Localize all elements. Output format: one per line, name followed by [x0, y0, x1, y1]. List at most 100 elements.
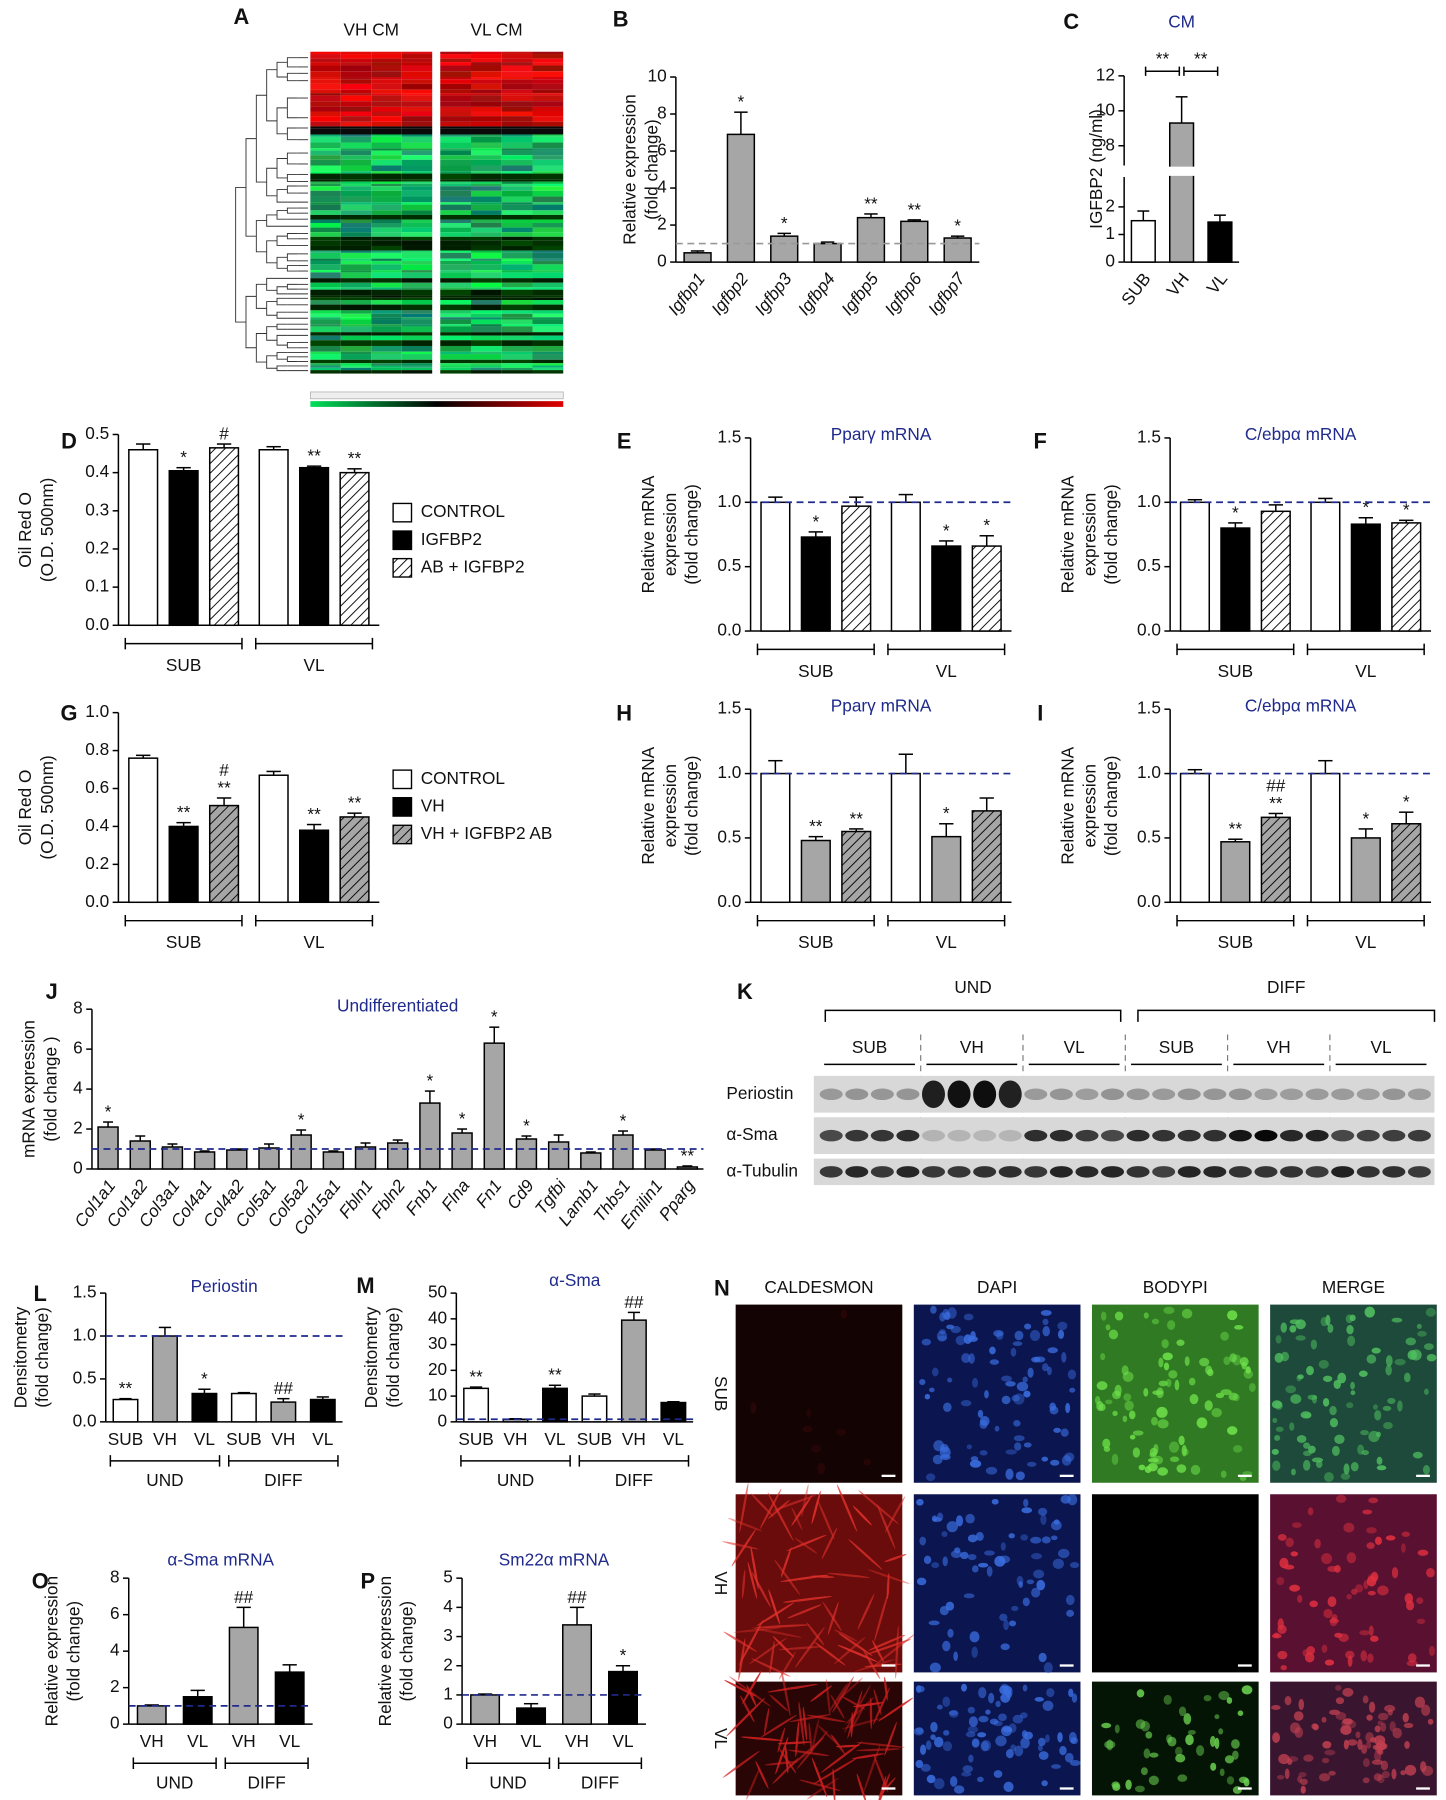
micrograph-feature: [984, 1390, 989, 1399]
micrograph-feature: [1124, 1400, 1134, 1411]
heatmap-cell: [440, 128, 471, 135]
heatmap-cell: [340, 77, 372, 80]
bar: [309, 1398, 336, 1423]
heatmap-cell: [401, 313, 433, 318]
heatmap-cell: [371, 83, 402, 90]
group-bracket: [1306, 643, 1425, 656]
heatmap-cell: [340, 101, 372, 107]
micrograph-feature: [1334, 1632, 1343, 1638]
legend-label: CONTROL: [421, 501, 506, 521]
heatmap-cell: [470, 181, 502, 184]
micrograph-feature: [1000, 1693, 1011, 1703]
heatmap-cell: [501, 159, 533, 166]
heatmap-cell: [440, 77, 471, 80]
group-label: DIFF: [615, 1470, 653, 1490]
heatmap-cell: [310, 359, 341, 364]
chart-title: Pparγ mRNA: [831, 424, 932, 444]
micrograph-feature: [1140, 1721, 1150, 1732]
heatmap-cell: [371, 345, 402, 352]
heatmap-cell: [440, 317, 471, 320]
micrograph-feature: [994, 1555, 1006, 1567]
micrograph-feature: [1416, 1618, 1426, 1625]
heatmap-cell: [440, 287, 471, 290]
micrograph-feature: [1346, 1325, 1354, 1335]
heatmap-cell: [470, 304, 502, 311]
heatmap-cell: [501, 310, 533, 314]
micrograph-feature: [835, 1744, 860, 1748]
legend-swatch: [392, 557, 413, 578]
blot-band: [921, 1080, 945, 1109]
heatmap-cell: [371, 183, 402, 187]
micrograph-feature: [1382, 1405, 1392, 1411]
micrograph-feature: [1342, 1718, 1353, 1725]
micrograph-feature: [788, 1749, 830, 1756]
micrograph-feature: [1168, 1370, 1178, 1379]
bar: [208, 804, 240, 904]
group-label: DIFF: [1267, 977, 1305, 997]
heatmap-cell: [501, 126, 533, 129]
heatmap-cell: [310, 295, 341, 298]
heatmap-cell: [371, 252, 402, 259]
micrograph-feature: [794, 1537, 818, 1554]
bar: [168, 825, 199, 904]
micrograph-feature: [1374, 1725, 1381, 1733]
micrograph-feature: [933, 1778, 945, 1790]
micrograph-feature: [967, 1335, 978, 1342]
panel-letter: I: [1037, 701, 1043, 726]
heatmap-cell: [440, 142, 471, 149]
micrograph-feature: [1229, 1353, 1237, 1363]
heatmap-cell: [371, 287, 402, 290]
heatmap-cell: [532, 313, 564, 318]
micrograph-feature: [1350, 1381, 1355, 1390]
micrograph-feature: [1391, 1768, 1397, 1780]
blot-band: [1203, 1166, 1227, 1178]
heatmap-cell: [340, 297, 372, 300]
micrograph-feature: [1407, 1653, 1417, 1663]
micrograph-feature: [1362, 1758, 1370, 1768]
micrograph-feature: [1178, 1435, 1185, 1446]
micrograph-feature: [942, 1696, 951, 1707]
bar: [1310, 772, 1341, 904]
heatmap-cell: [440, 335, 471, 341]
micrograph-feature: [1057, 1548, 1070, 1559]
heatmap-cell: [340, 136, 372, 143]
heatmap-cell: [532, 326, 564, 333]
heatmap-cell: [340, 370, 372, 374]
heatmap-cell: [440, 71, 471, 78]
micrograph-feature: [1358, 1370, 1368, 1377]
micrograph-feature: [926, 1774, 936, 1784]
micrograph-feature: [1024, 1731, 1033, 1740]
heatmap-cell: [501, 319, 533, 325]
heatmap-cell: [470, 345, 502, 352]
heatmap-cell: [371, 186, 402, 191]
heatmap-cell: [470, 155, 502, 160]
micrograph-feature: [1300, 1785, 1306, 1794]
heatmap-cell: [532, 227, 564, 233]
heatmap-cell: [371, 204, 402, 211]
micrograph-feature: [939, 1312, 946, 1322]
heatmap-cell: [470, 297, 502, 300]
blot-band: [1382, 1088, 1406, 1100]
heatmap-cell: [310, 365, 341, 368]
micrograph-feature: [1314, 1538, 1321, 1549]
heatmap-cell: [371, 54, 402, 59]
dendrogram: [245, 138, 257, 237]
heatmap-cell: [310, 173, 341, 180]
micrograph-feature: [961, 1683, 967, 1692]
y-tick-label: 0.0: [85, 614, 109, 634]
heatmap-cell: [401, 54, 433, 59]
y-axis-label: IGFBP2 (ng/ml): [1086, 109, 1106, 229]
group-bracket: [578, 1455, 690, 1467]
significance-label: *: [943, 520, 950, 540]
x-tick-label: VL: [663, 1429, 684, 1449]
heatmap-cell: [340, 89, 372, 94]
heatmap-cell: [401, 319, 433, 325]
heatmap-cell: [401, 183, 433, 187]
micrograph-feature: [1368, 1497, 1379, 1504]
heatmap-cell: [470, 367, 502, 371]
heatmap-cell: [470, 335, 502, 341]
micrograph-feature: [942, 1556, 948, 1567]
micrograph-feature: [836, 1484, 858, 1532]
micrograph-feature: [1163, 1362, 1170, 1371]
